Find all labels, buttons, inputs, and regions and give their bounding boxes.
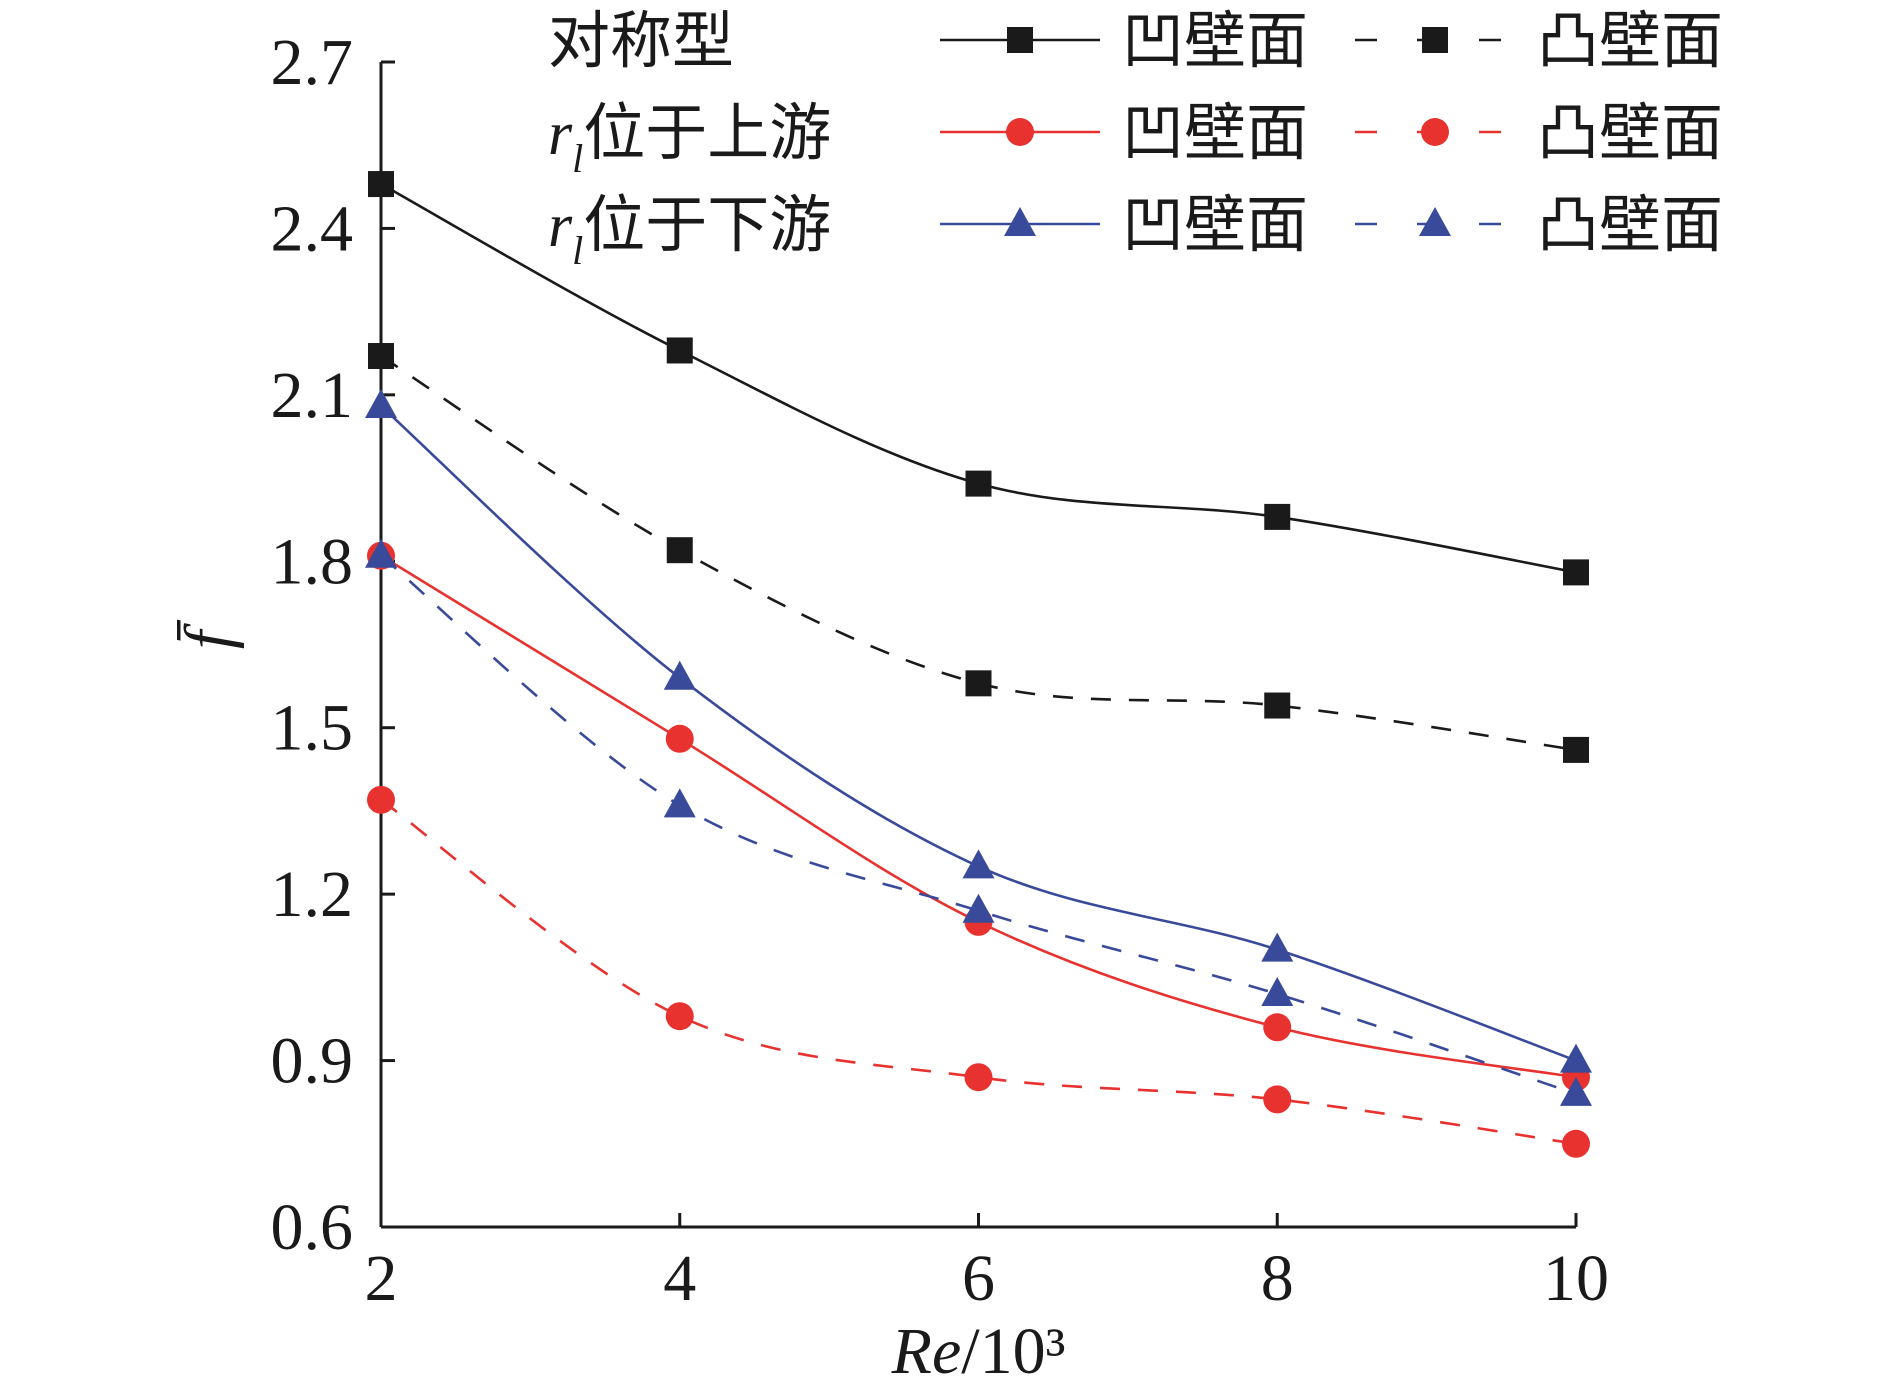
- data-point: [1560, 1043, 1592, 1073]
- legend-group-label: 对称型: [548, 4, 734, 77]
- series-4: [365, 388, 1592, 1073]
- y-tick-label: 0.6: [271, 1191, 354, 1264]
- data-point: [1563, 736, 1589, 763]
- y-tick-label: 2.4: [271, 192, 354, 265]
- series-5: [365, 538, 1592, 1106]
- series-line: [380, 554, 1577, 1079]
- series-layer: [365, 171, 1592, 1158]
- x-tick-label: 6: [962, 1242, 995, 1315]
- series-line: [380, 554, 1577, 1096]
- legend-item: 凸壁面: [1355, 96, 1723, 169]
- data-point: [368, 343, 394, 370]
- legend-item: 凸壁面: [1355, 188, 1723, 261]
- legend-label: 凹壁面: [1122, 188, 1308, 261]
- data-point: [1562, 1129, 1590, 1158]
- x-tick-label: 8: [1261, 1242, 1294, 1315]
- legend-label: 凹壁面: [1122, 96, 1308, 169]
- data-point: [1261, 932, 1294, 962]
- y-tick-label: 2.1: [271, 359, 354, 432]
- data-point: [1563, 559, 1589, 586]
- series-1: [368, 343, 1589, 763]
- series-0: [368, 171, 1589, 586]
- legend-label: 凹壁面: [1122, 4, 1308, 77]
- y-tick-label: 1.2: [271, 858, 354, 931]
- data-point: [964, 1063, 993, 1092]
- y-axis-title: f̄: [172, 619, 245, 649]
- data-point: [1261, 977, 1294, 1006]
- y-tick-label: 0.9: [271, 1025, 354, 1098]
- data-point: [965, 470, 992, 497]
- legend-marker: [1007, 27, 1033, 53]
- data-point: [962, 893, 995, 923]
- data-point: [1263, 1085, 1292, 1114]
- legend-label: 凸壁面: [1537, 4, 1723, 77]
- legend-marker: [1422, 27, 1448, 53]
- legend-marker: [1004, 207, 1036, 236]
- x-tick-label: 10: [1543, 1242, 1609, 1315]
- y-tick-label: 1.5: [271, 692, 354, 765]
- data-point: [665, 1002, 694, 1031]
- y-tick-label: 2.7: [271, 26, 354, 99]
- data-point: [1264, 692, 1291, 719]
- data-point: [666, 337, 693, 364]
- axes: 0.6 0.9 1.2 1.5 1.8 2.1 2.4 2.7 2 4 6 8 10: [271, 26, 1610, 1315]
- data-point: [1263, 1013, 1292, 1042]
- data-point: [367, 785, 395, 814]
- data-point: [666, 537, 693, 564]
- legend-group-label: rl位于下游: [548, 188, 831, 273]
- data-point: [1264, 503, 1291, 530]
- x-axis-title: Re/10³: [891, 1315, 1066, 1388]
- data-point: [665, 724, 694, 753]
- legend-item: 凹壁面: [940, 4, 1308, 77]
- legend-group-label: rl位于上游: [548, 96, 831, 181]
- y-tick-label: 1.8: [271, 525, 354, 598]
- data-point: [1560, 1076, 1592, 1106]
- legend-item: 凸壁面: [1355, 4, 1723, 77]
- data-point: [663, 788, 696, 818]
- data-point: [962, 849, 995, 879]
- legend-marker: [1421, 118, 1449, 146]
- legend-marker: [1419, 207, 1451, 236]
- legend-marker: [1006, 118, 1034, 146]
- data-point: [365, 388, 397, 418]
- data-point: [368, 171, 394, 198]
- legend-item: 凹壁面: [940, 188, 1308, 261]
- series-3: [367, 785, 1590, 1158]
- series-line: [380, 798, 1577, 1146]
- data-point: [365, 538, 397, 568]
- series-line: [380, 404, 1577, 1062]
- data-point: [663, 660, 696, 690]
- series-2: [367, 541, 1590, 1092]
- legend-label: 凸壁面: [1537, 96, 1723, 169]
- data-point: [965, 670, 992, 697]
- legend-item: 凹壁面: [940, 96, 1308, 169]
- x-tick-label: 4: [663, 1242, 696, 1315]
- legend-label: 凸壁面: [1537, 188, 1723, 261]
- x-tick-label: 2: [365, 1242, 398, 1315]
